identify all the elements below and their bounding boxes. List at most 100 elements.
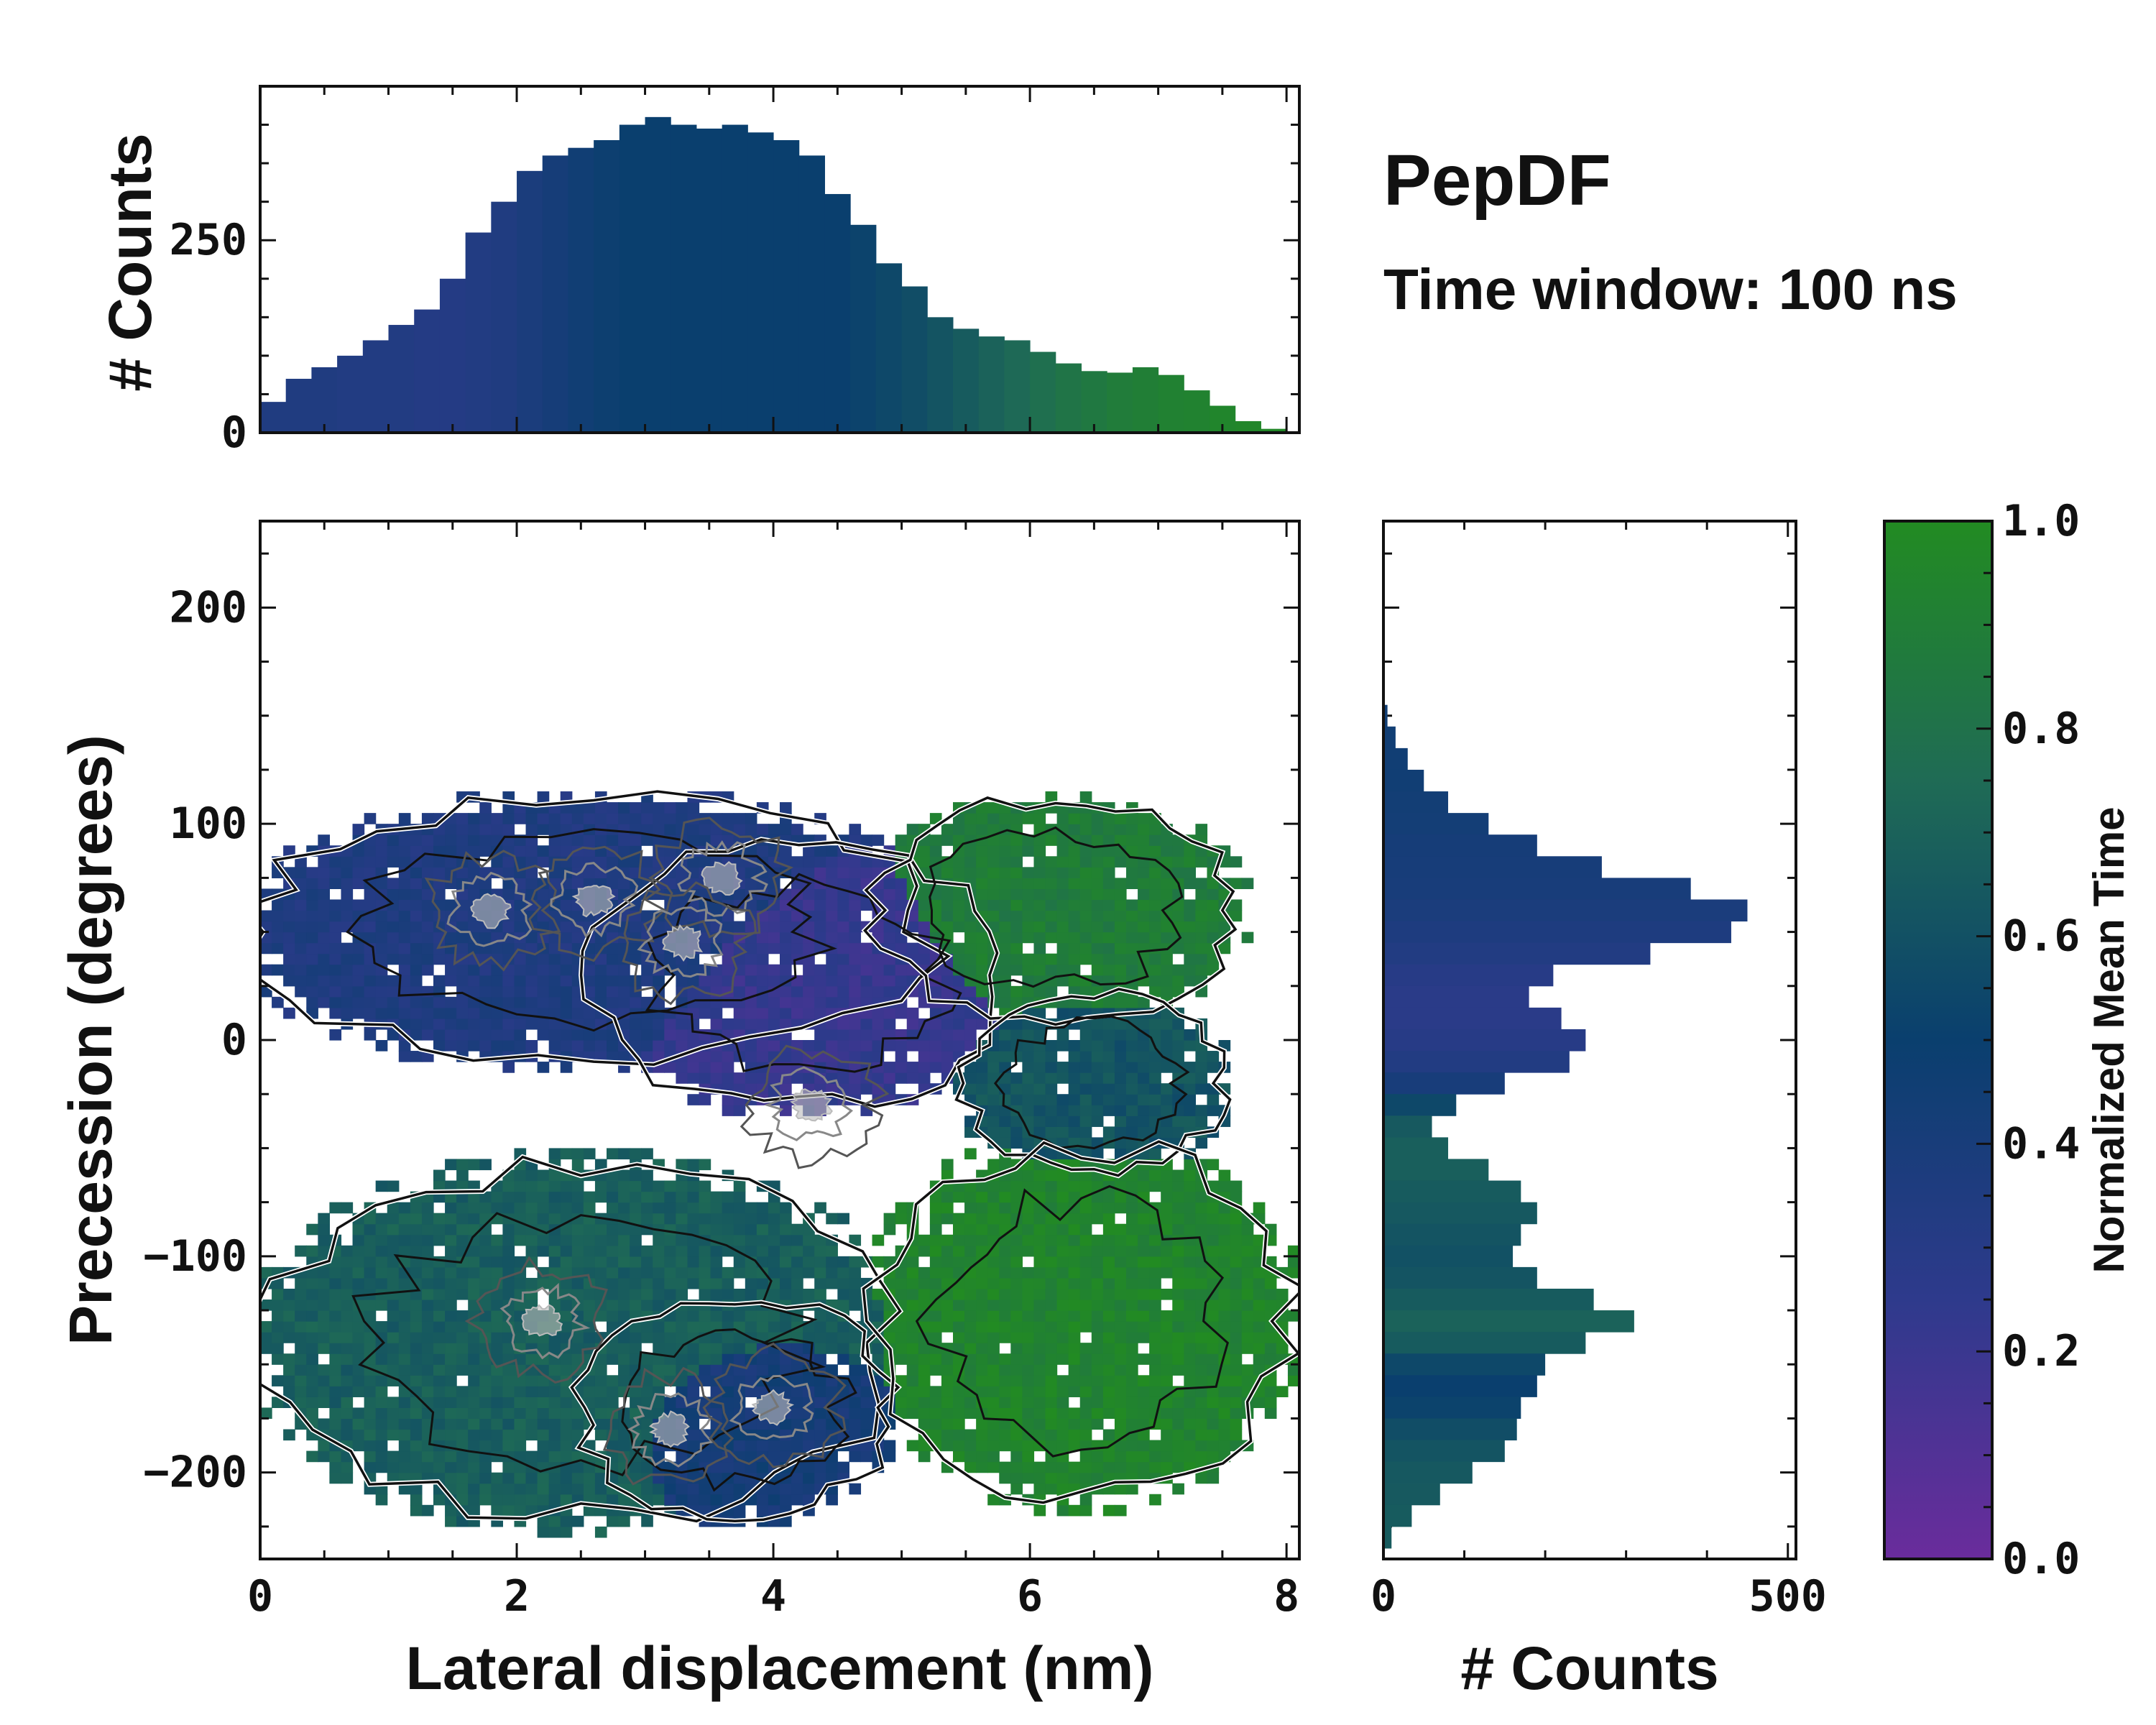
heatmap-cell bbox=[722, 1018, 734, 1030]
heatmap-cell bbox=[999, 1440, 1011, 1452]
heatmap-cell bbox=[780, 888, 792, 901]
heatmap-cell bbox=[1172, 1256, 1184, 1268]
heatmap-cell bbox=[502, 1223, 515, 1236]
heatmap-cell bbox=[1161, 1266, 1173, 1279]
heatmap-cell bbox=[1045, 834, 1058, 846]
heatmap-cell bbox=[329, 1472, 342, 1484]
heatmap-cell bbox=[618, 1375, 630, 1386]
heatmap-cell bbox=[306, 953, 318, 965]
heatmap-cell bbox=[1172, 1332, 1184, 1343]
heatmap-cell bbox=[1138, 834, 1150, 846]
heatmap-cell bbox=[352, 1223, 365, 1236]
heatmap-cell bbox=[999, 1310, 1011, 1322]
heatmap-cell bbox=[710, 1429, 723, 1441]
heatmap-cell bbox=[987, 1364, 1000, 1376]
heatmap-cell bbox=[514, 1223, 527, 1236]
heatmap-cell bbox=[849, 985, 862, 998]
heatmap-cell bbox=[872, 975, 885, 987]
heatmap-cell bbox=[583, 1040, 596, 1052]
heatmap-cell bbox=[906, 1072, 919, 1084]
heatmap-cell bbox=[445, 1397, 457, 1409]
heatmap-cell bbox=[1264, 1343, 1277, 1354]
heatmap-cell bbox=[341, 1310, 354, 1322]
heatmap-cell bbox=[1230, 1386, 1243, 1397]
heatmap-cell bbox=[860, 964, 873, 976]
density-peak bbox=[790, 1088, 833, 1122]
heatmap-cell bbox=[607, 975, 619, 987]
heatmap-cell bbox=[468, 1375, 480, 1386]
heatmap-cell bbox=[571, 1191, 584, 1203]
heatmap-cell bbox=[1138, 1234, 1150, 1246]
heatmap-cell bbox=[1114, 1397, 1127, 1409]
heatmap-cell bbox=[260, 1300, 272, 1311]
heatmap-cell bbox=[1138, 878, 1150, 890]
heatmap-cell bbox=[421, 1386, 434, 1397]
heatmap-cell bbox=[352, 942, 365, 954]
heatmap-cell bbox=[826, 1213, 838, 1225]
heatmap-cell bbox=[1102, 824, 1115, 835]
heatmap-cell bbox=[352, 824, 365, 835]
heatmap-cell bbox=[1079, 1321, 1092, 1333]
heatmap-cell bbox=[768, 1234, 780, 1246]
heatmap-cell bbox=[1253, 1277, 1266, 1289]
heatmap-cell bbox=[1195, 1277, 1208, 1289]
heatmap-cell bbox=[1114, 1353, 1127, 1365]
heatmap-cell bbox=[1114, 1029, 1127, 1041]
heatmap-cell bbox=[445, 834, 457, 846]
heatmap-cell bbox=[664, 1321, 676, 1333]
heatmap-cell bbox=[1033, 1116, 1046, 1127]
heatmap-cell bbox=[883, 1018, 896, 1030]
heatmap-cell bbox=[860, 1040, 873, 1052]
heatmap-cell bbox=[1172, 1407, 1184, 1420]
heatmap-cell bbox=[814, 1461, 826, 1473]
heatmap-cell bbox=[1149, 932, 1161, 944]
heatmap-cell bbox=[594, 1364, 607, 1376]
heatmap-cell bbox=[1022, 1051, 1035, 1062]
heatmap-cell bbox=[375, 834, 388, 846]
heatmap-cell bbox=[814, 1429, 826, 1441]
heatmap-cell bbox=[906, 1300, 919, 1311]
heatmap-cell bbox=[272, 1288, 284, 1300]
heatmap-cell bbox=[1056, 910, 1069, 922]
heatmap-cell bbox=[1033, 1310, 1046, 1322]
heatmap-cell bbox=[1195, 1450, 1208, 1463]
heatmap-cell bbox=[479, 1494, 492, 1506]
heatmap-cell bbox=[1079, 1256, 1092, 1268]
heatmap-cell bbox=[1207, 1266, 1220, 1279]
heatmap-cell bbox=[1010, 932, 1023, 944]
heatmap-cell bbox=[1161, 1223, 1173, 1236]
heatmap-cell bbox=[445, 1040, 457, 1052]
heatmap-cell bbox=[548, 1234, 561, 1246]
density-contour bbox=[528, 845, 667, 962]
heatmap-cell bbox=[548, 975, 561, 987]
heatmap-cell bbox=[445, 932, 457, 944]
heatmap-cell bbox=[826, 921, 838, 933]
tick-label: 0 bbox=[221, 1015, 247, 1065]
heatmap-cell bbox=[653, 802, 665, 814]
heatmap-cell bbox=[1102, 1461, 1115, 1473]
heatmap-cell bbox=[364, 1407, 377, 1420]
heatmap-cell bbox=[780, 1515, 792, 1527]
heatmap-cell bbox=[941, 1353, 954, 1365]
heatmap-cell bbox=[964, 1234, 977, 1246]
heatmap-cell bbox=[1010, 1169, 1023, 1182]
heatmap-cell bbox=[1010, 1072, 1023, 1084]
heatmap-cell bbox=[502, 1461, 515, 1473]
heatmap-cell bbox=[445, 1029, 457, 1041]
heatmap-cell bbox=[918, 1440, 931, 1452]
heatmap-cell bbox=[387, 953, 400, 965]
heatmap-cell bbox=[756, 1494, 769, 1506]
heatmap-cell bbox=[1218, 1202, 1231, 1214]
heatmap-cell bbox=[906, 1062, 919, 1073]
heatmap-cell bbox=[976, 1364, 988, 1376]
heatmap-cell bbox=[456, 1007, 469, 1019]
heatmap-cell bbox=[849, 1300, 862, 1311]
heatmap-cell bbox=[929, 845, 942, 857]
heatmap-cell bbox=[837, 1288, 849, 1300]
heatmap-cell bbox=[849, 1256, 862, 1268]
heatmap-cell bbox=[1045, 1375, 1058, 1386]
heatmap-cell bbox=[780, 1051, 792, 1062]
heatmap-cell bbox=[607, 1245, 619, 1257]
heatmap-cell bbox=[306, 1223, 318, 1236]
heatmap-cell bbox=[1184, 1245, 1196, 1257]
